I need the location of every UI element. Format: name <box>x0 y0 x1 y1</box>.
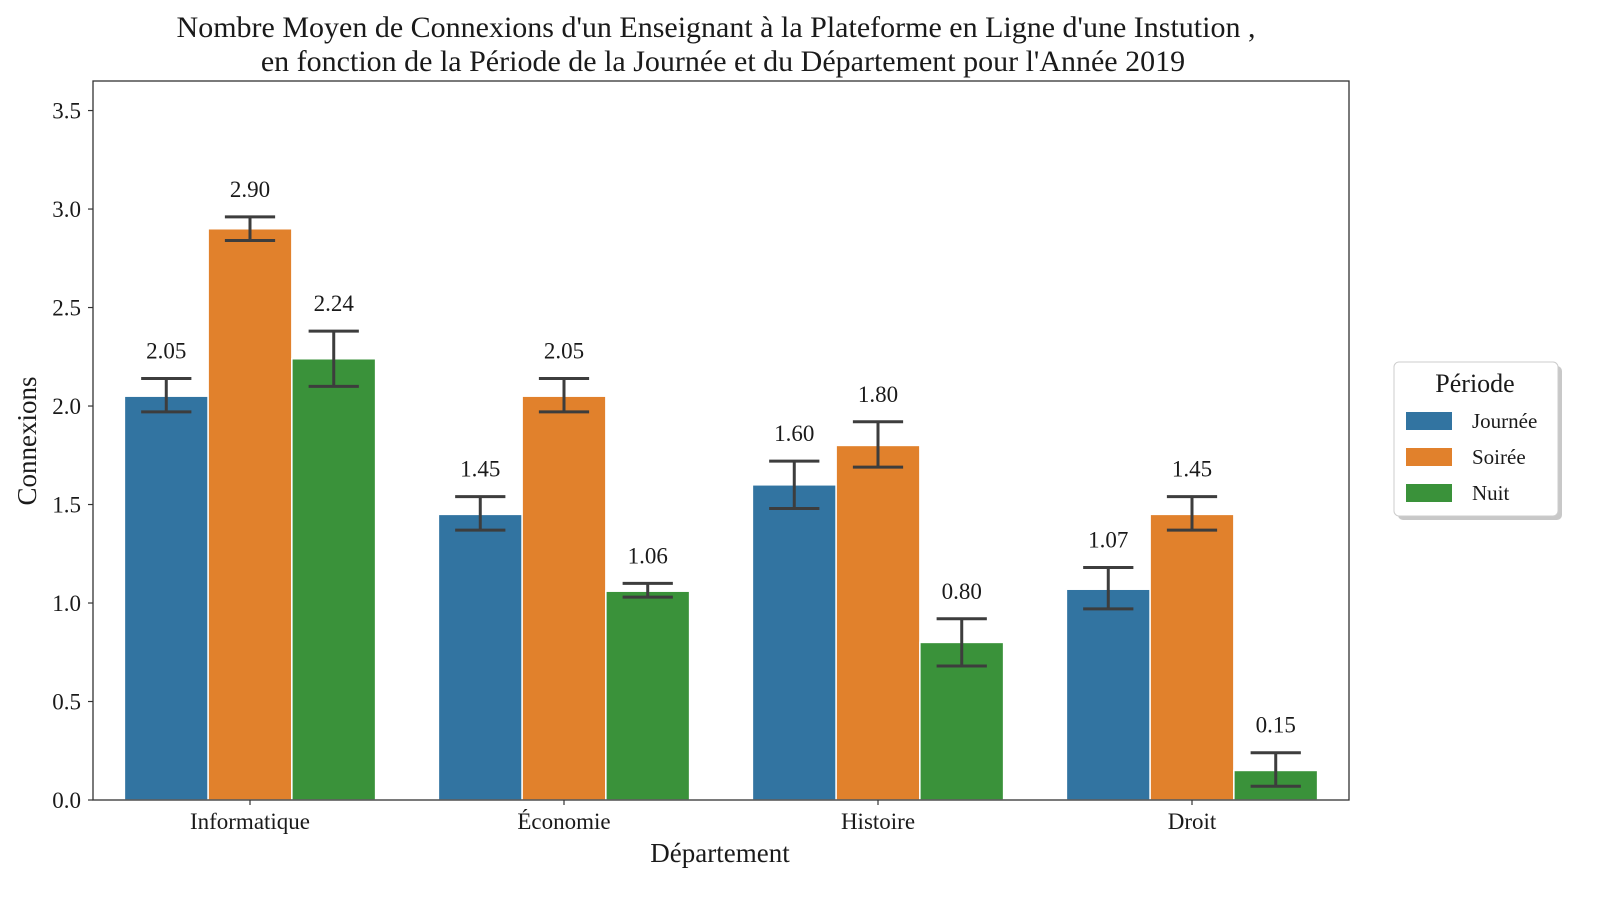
bars-layer <box>123 227 1319 801</box>
bar-value-label: 1.80 <box>858 382 898 407</box>
legend-box <box>1393 361 1559 517</box>
error-bar <box>1250 751 1301 788</box>
error-bar <box>852 420 904 469</box>
bar-labels-layer: 2.05 2.90 2.24 1.45 2.05 1.06 1.60 1.80 0.80 1.07… <box>146 177 1296 738</box>
error-bar <box>224 215 276 243</box>
error-bar <box>622 581 673 599</box>
y-tick-label: 3.5 <box>52 99 81 124</box>
bar-journée-2 <box>751 484 837 801</box>
bar-value-label: 0.15 <box>1256 713 1296 738</box>
legend-label: Nuit <box>1472 481 1510 505</box>
bar-value-label: 1.45 <box>1172 457 1212 482</box>
legend-title: Période <box>1435 369 1514 398</box>
plot-frame <box>92 80 1350 801</box>
x-axis-ticks: Informatique Économie Histoire Droit <box>190 800 1217 834</box>
bar-nuit-1 <box>605 590 691 801</box>
error-bar <box>769 459 820 510</box>
legend-item-soirée: Soirée <box>1406 445 1526 469</box>
bar-nuit-0 <box>291 358 377 801</box>
y-tick-label: 1.5 <box>52 493 81 518</box>
bar-journée-0 <box>123 395 209 801</box>
y-axis-ticks: 0.0 0.5 1.0 1.5 2.0 2.5 3.0 3.5 <box>52 99 93 813</box>
legend-label: Soirée <box>1472 445 1526 469</box>
y-axis-label: Connexions <box>12 376 42 505</box>
error-bar <box>936 617 987 668</box>
legend: Période Journée Soirée Nuit <box>1393 361 1562 520</box>
y-tick-label: 1.0 <box>52 591 81 616</box>
error-bar <box>538 376 590 414</box>
bar-soirée-0 <box>207 227 293 801</box>
bar-value-label: 1.60 <box>774 421 814 446</box>
legend-swatch <box>1406 484 1452 502</box>
y-tick-label: 0.5 <box>52 690 81 715</box>
error-bar <box>1083 566 1134 611</box>
y-tick-label: 2.0 <box>52 394 81 419</box>
legend-items: Journée Soirée Nuit <box>1406 409 1537 505</box>
bar-value-label: 1.07 <box>1088 528 1128 553</box>
bar-value-label: 2.05 <box>146 338 186 363</box>
bar-soirée-3 <box>1149 513 1235 801</box>
x-tick-label: Économie <box>517 809 610 834</box>
y-tick-label: 3.0 <box>52 197 81 222</box>
legend-label: Journée <box>1472 409 1537 433</box>
bar-value-label: 0.80 <box>942 579 982 604</box>
x-tick-label: Histoire <box>841 809 915 834</box>
y-tick-label: 0.0 <box>52 788 81 813</box>
x-axis-label: Département <box>650 838 790 868</box>
bar-value-label: 2.90 <box>230 177 270 202</box>
error-bar <box>141 376 192 414</box>
bar-soirée-2 <box>835 444 921 801</box>
bar-journée-1 <box>437 513 523 801</box>
y-tick-label: 2.5 <box>52 296 81 321</box>
bar-value-label: 1.06 <box>628 543 668 568</box>
x-tick-label: Informatique <box>190 809 310 834</box>
error-bar <box>1166 495 1218 532</box>
bar-value-label: 1.45 <box>460 457 500 482</box>
x-tick-label: Droit <box>1168 809 1217 834</box>
error-bars-layer <box>141 215 1301 788</box>
chart-title: Nombre Moyen de Connexions d'un Enseigna… <box>177 11 1256 44</box>
legend-item-nuit: Nuit <box>1406 481 1510 505</box>
legend-item-journée: Journée <box>1406 409 1537 433</box>
chart-subtitle: en fonction de la Période de la Journée … <box>261 45 1185 78</box>
legend-swatch <box>1406 448 1452 466</box>
legend-swatch <box>1406 412 1452 430</box>
bar-soirée-1 <box>521 395 607 801</box>
error-bar <box>308 329 359 388</box>
bar-journée-3 <box>1065 588 1151 801</box>
bar-nuit-2 <box>919 641 1005 801</box>
bar-value-label: 2.24 <box>314 291 355 316</box>
bar-value-label: 2.05 <box>544 338 584 363</box>
error-bar <box>455 495 506 532</box>
